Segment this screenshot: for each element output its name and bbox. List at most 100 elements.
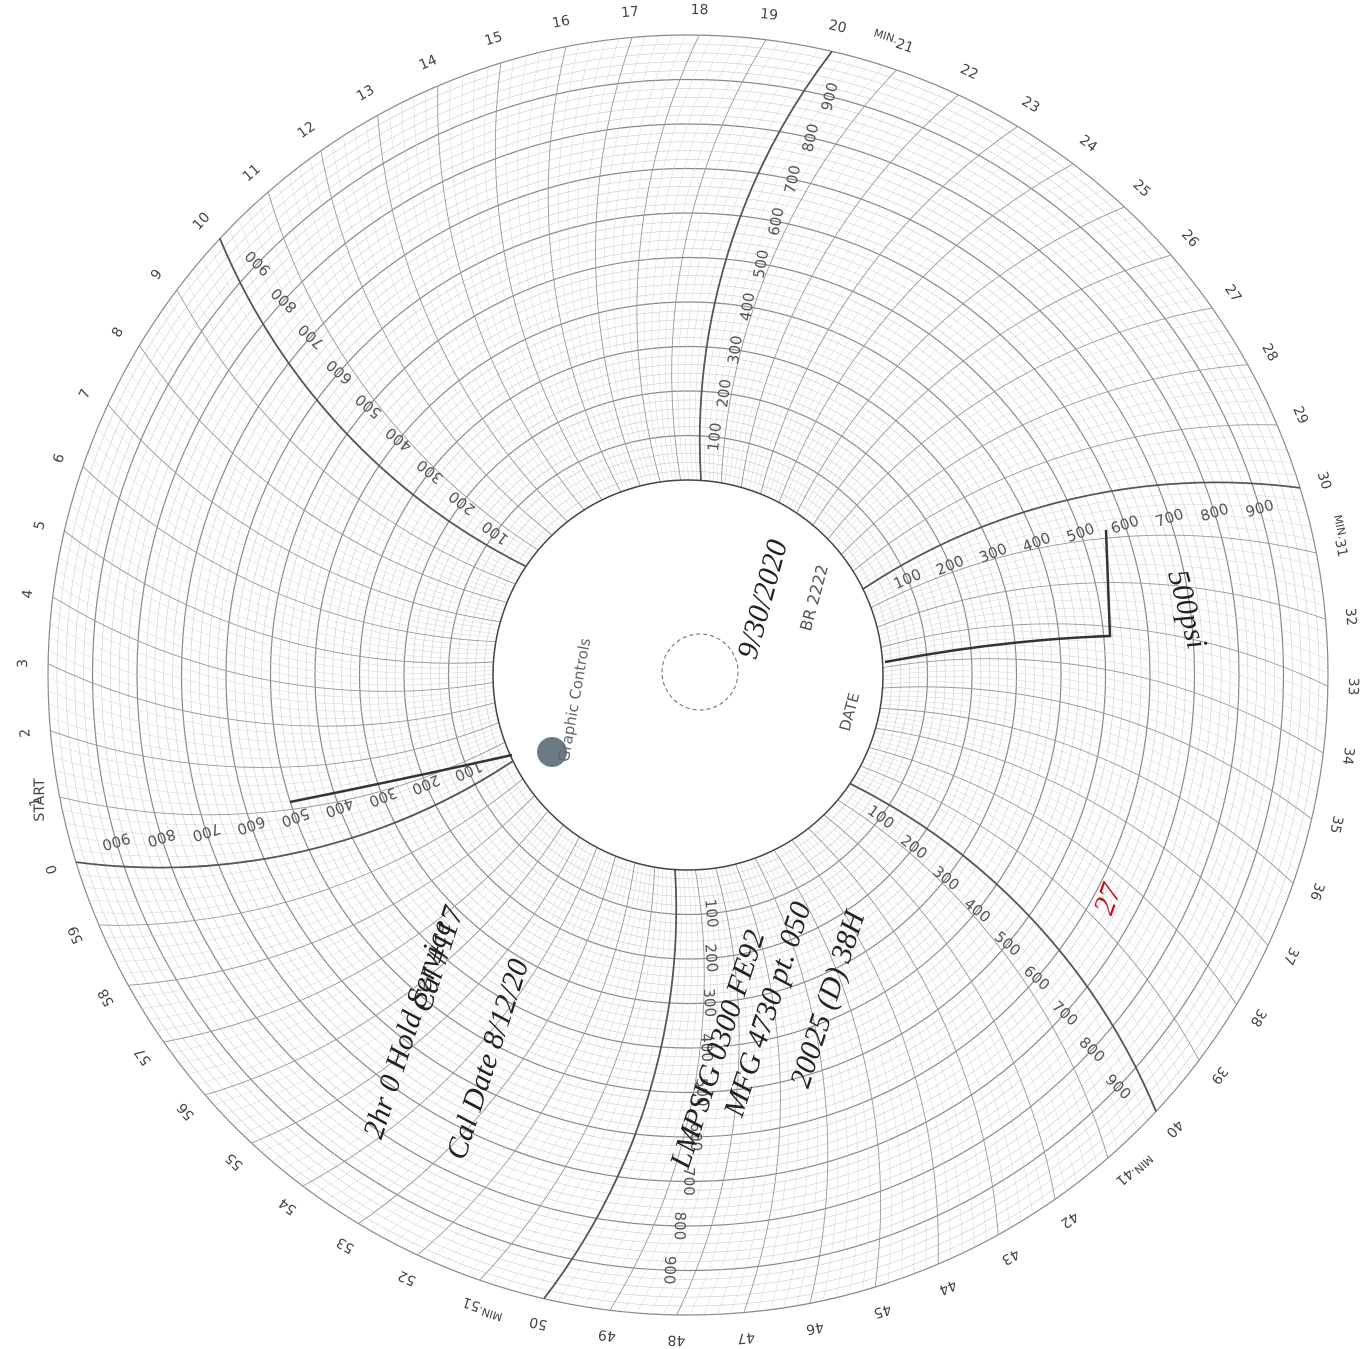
- scale-label: 600: [687, 1122, 705, 1151]
- time-line: [756, 119, 1007, 493]
- time-line: [628, 34, 687, 483]
- time-line: [811, 825, 1011, 1229]
- time-line: [472, 71, 596, 504]
- time-line: [121, 792, 533, 974]
- time-line: [730, 864, 772, 1314]
- time-line: [49, 717, 499, 759]
- time-line: [193, 268, 520, 578]
- time-line: [770, 851, 870, 1291]
- scale-label: 700: [1153, 505, 1186, 531]
- scale-label: 700: [1048, 997, 1081, 1030]
- time-line: [342, 135, 559, 530]
- time-line: [365, 121, 565, 525]
- time-line: [788, 842, 927, 1270]
- time-line: [805, 830, 987, 1242]
- ring: [118, 105, 1258, 1245]
- time-line: [784, 844, 915, 1275]
- time-line: [313, 849, 601, 1195]
- time-line: [767, 140, 1041, 498]
- time-line: [107, 404, 501, 623]
- ring: [252, 239, 1124, 1111]
- scale-label: 300: [976, 539, 1009, 566]
- time-line: [796, 206, 1125, 514]
- time-line: [744, 100, 971, 489]
- scale-label: 500: [693, 1078, 712, 1107]
- time-line: [649, 868, 725, 1315]
- minute-label: 49: [597, 1326, 617, 1344]
- time-line: [729, 78, 922, 485]
- time-line: [232, 832, 573, 1125]
- time-line: [87, 453, 497, 638]
- time-line: [72, 757, 512, 857]
- ring: [207, 194, 1169, 1156]
- time-line: [577, 40, 633, 489]
- time-line: [160, 311, 512, 592]
- time-line: [96, 428, 499, 630]
- time-line: [846, 388, 1261, 562]
- time-line: [812, 254, 1172, 526]
- time-line: [425, 91, 581, 513]
- ring: [376, 363, 1000, 987]
- time-line: [876, 582, 1326, 628]
- time-line: [47, 676, 496, 735]
- minute-label: 0: [43, 863, 61, 876]
- scale-label: 700: [294, 320, 327, 353]
- minute-label: 36: [1306, 880, 1327, 902]
- minute-label: 1: [26, 796, 43, 808]
- scale-label: 300: [366, 783, 399, 810]
- time-line: [187, 819, 558, 1075]
- ring: [65, 52, 1311, 1298]
- time-line: [827, 307, 1213, 540]
- time-line: [537, 49, 618, 494]
- time-line: [609, 869, 705, 1311]
- time-line: [309, 158, 550, 539]
- scale-label: 800: [671, 1211, 689, 1240]
- time-line: [623, 869, 711, 1312]
- minute-label: 59: [65, 923, 87, 946]
- time-line: [882, 645, 1327, 727]
- time-line: [743, 861, 799, 1310]
- start-label: START: [32, 778, 48, 822]
- minute-label: 35: [1326, 814, 1346, 835]
- time-line: [867, 514, 1311, 601]
- time-line: [882, 681, 1315, 807]
- ring: [394, 381, 982, 969]
- time-line: [817, 820, 1034, 1215]
- time-line: [881, 638, 1328, 714]
- time-line: [125, 368, 505, 611]
- scale-label: 200: [701, 943, 721, 973]
- time-line: [67, 517, 494, 659]
- time-line: [109, 785, 528, 950]
- minute-label: 27: [1221, 282, 1244, 306]
- time-line: [405, 861, 632, 1250]
- time-line: [179, 816, 555, 1064]
- time-line: [53, 730, 502, 786]
- minute-label: 8: [109, 325, 127, 341]
- time-line: [213, 827, 567, 1106]
- time-line: [204, 824, 564, 1096]
- time-line: [241, 834, 577, 1135]
- grid: [47, 34, 1329, 1316]
- time-line: [196, 821, 561, 1085]
- time-line: [454, 865, 647, 1272]
- time-line: [494, 62, 603, 501]
- time-line: [82, 466, 496, 643]
- time-line: [128, 795, 536, 986]
- time-line: [58, 557, 494, 674]
- ring: [83, 70, 1293, 1280]
- time-line: [868, 747, 1237, 1005]
- pen-trace: [884, 529, 1112, 664]
- time-line: [505, 868, 664, 1289]
- minute-label: 47: [736, 1329, 755, 1346]
- scale-label: 700: [680, 1167, 698, 1196]
- minute-label: 24: [1076, 132, 1100, 156]
- time-line: [860, 765, 1200, 1061]
- minute-label: 21: [893, 36, 915, 57]
- minute-label: 38: [1247, 1006, 1270, 1030]
- time-line: [257, 200, 536, 554]
- time-line: [824, 296, 1205, 537]
- time-line: [879, 712, 1289, 897]
- time-line: [689, 867, 748, 1316]
- time-line: [792, 197, 1115, 511]
- time-line: [870, 743, 1244, 994]
